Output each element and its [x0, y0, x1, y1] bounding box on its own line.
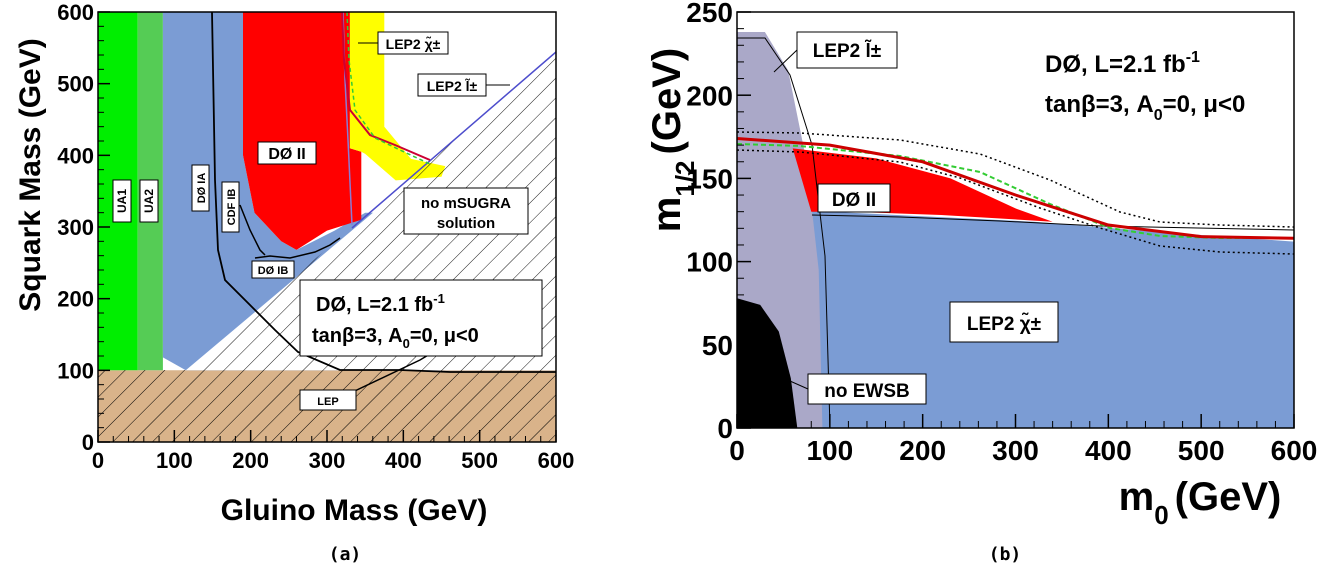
y-tick-label: 0 — [717, 413, 733, 444]
do-ib-label: DØ IB — [251, 260, 295, 279]
panel-a-ylabel: Squark Mass (GeV) — [14, 38, 47, 311]
cdf-ib-text: CDF IB — [226, 189, 238, 226]
panel-b-ticks: 0 100 200 300 400 500 600 0 50 100 150 200 250 — [686, 0, 1317, 466]
do-ia-contour — [211, 12, 556, 373]
legend-b-line2: tanβ=3, A0=0, μ<0 — [1045, 91, 1245, 124]
upper-dotted-band — [737, 131, 1294, 228]
x-tick-label: 500 — [461, 448, 498, 473]
do-ii-label-b: DØ II — [817, 183, 891, 213]
y-tick-label: 100 — [686, 247, 733, 278]
y-tick-label: 600 — [57, 0, 94, 25]
x-tick-label: 400 — [1085, 435, 1132, 466]
do-ia-text: DØ IA — [196, 173, 208, 204]
lep2-chargino-text-a: LEP2 χ̃± — [386, 35, 441, 52]
y-tick-label: 100 — [57, 358, 94, 383]
do-ii-green-dashed — [346, 12, 433, 166]
no-msugra-text: no mSUGRA — [421, 195, 511, 212]
do-ii-label-a: DØ II — [257, 141, 317, 165]
x-tick-label: 300 — [992, 435, 1039, 466]
cdf-ib-label: CDF IB — [221, 181, 240, 233]
ua1-text: UA1 — [115, 189, 129, 213]
region-no-ewsb — [737, 298, 798, 428]
x-tick-label: 200 — [899, 435, 946, 466]
green-dashed-curve — [737, 143, 1294, 239]
x-tick-label: 600 — [538, 448, 575, 473]
y-tick-label: 0 — [82, 430, 94, 455]
y-tick-label: 200 — [686, 80, 733, 111]
panel-b-xlabel: m0 (GeV) — [1119, 475, 1282, 530]
no-ewsb-text: no EWSB — [824, 381, 910, 402]
x-tick-label: 500 — [1178, 435, 1225, 466]
x-tick-label: 0 — [92, 448, 104, 473]
legend-box-b: DØ, L=2.1 fb-1 tanβ=3, A0=0, μ<0 — [1045, 49, 1245, 124]
do-ia-label: DØ IA — [191, 164, 210, 212]
y-tick-label: 150 — [686, 163, 733, 194]
panel-a-caption: (a) — [329, 544, 362, 565]
legend-b-line1: DØ, L=2.1 fb-1 — [1045, 49, 1200, 78]
panel-a-xlabel: Gluino Mass (GeV) — [221, 494, 488, 527]
x-tick-label: 100 — [806, 435, 853, 466]
lep-label: LEP — [299, 389, 357, 411]
x-tick-label: 0 — [729, 435, 745, 466]
y-tick-label: 400 — [57, 143, 94, 168]
legend-box-a: DØ, L=2.1 fb-1 tanβ=3, A0=0, μ<0 — [299, 279, 543, 357]
panel-b-caption: (b) — [989, 544, 1022, 565]
panel-a: 0 100 200 300 400 500 600 0 100 200 300 400 500 600 G… — [14, 0, 574, 565]
region-d-ii-band — [349, 12, 446, 181]
y-tick-label: 200 — [57, 287, 94, 312]
do-ib-text: DØ IB — [258, 265, 289, 277]
cdf-ib-contour — [239, 204, 266, 256]
lep2-chargino-text-b: LEP2 χ̃± — [967, 312, 1041, 335]
do-ib-contour — [254, 237, 341, 259]
do-ii-text-b: DØ II — [832, 190, 876, 211]
no-ewsb-label: no EWSB — [789, 373, 927, 405]
lep2-slepton-line — [351, 51, 556, 229]
panel-b: 0 100 200 300 400 500 600 0 50 100 150 200 250 m0 (Ge… — [645, 0, 1317, 565]
lep2-slepton-text-b: LEP2 l̃± — [813, 39, 882, 62]
lep2-slepton-label-b: LEP2 l̃± — [773, 31, 898, 73]
lep-text: LEP — [317, 396, 338, 408]
do-ii-red-line — [341, 12, 431, 161]
lep2-slepton-text-a: LEP2 l̃± — [427, 77, 478, 94]
curve-expected — [737, 137, 1294, 240]
lep2-slepton-boundary — [737, 37, 831, 428]
y-tick-label: 250 — [686, 0, 733, 28]
ua2-label: UA2 — [139, 179, 159, 223]
panel-b-regions — [737, 12, 1294, 428]
do-ii-text-a: DØ II — [268, 146, 305, 163]
no-msugra-label: no mSUGRA solution — [403, 187, 529, 235]
lep2-chargino-label-a: LEP2 χ̃± — [358, 31, 449, 55]
legend-a-line2: tanβ=3, A0=0, μ<0 — [312, 325, 479, 351]
no-msugra-solution-text: solution — [437, 215, 495, 232]
lower-dotted-band — [737, 149, 1294, 255]
y-tick-label: 50 — [702, 330, 733, 361]
ua1-label: UA1 — [112, 179, 132, 223]
y-tick-label: 500 — [57, 72, 94, 97]
x-tick-label: 300 — [309, 448, 346, 473]
x-tick-label: 100 — [156, 448, 193, 473]
y-tick-label: 300 — [57, 215, 94, 240]
x-tick-label: 400 — [385, 448, 422, 473]
region-d-ii — [243, 12, 362, 250]
x-tick-label: 600 — [1271, 435, 1318, 466]
lep2-chargino-label-b: LEP2 χ̃± — [949, 301, 1059, 343]
x-tick-label: 200 — [232, 448, 269, 473]
legend-a-line1: DØ, L=2.1 fb-1 — [316, 291, 445, 316]
ua2-text: UA2 — [142, 189, 156, 213]
lep2-slepton-label-a: LEP2 l̃± — [417, 73, 510, 97]
panel-a-ticks: 0 100 200 300 400 500 600 0 100 200 300 400 500 600 — [57, 0, 574, 473]
panel-b-ylabel: m1/2(GeV) — [645, 48, 700, 232]
